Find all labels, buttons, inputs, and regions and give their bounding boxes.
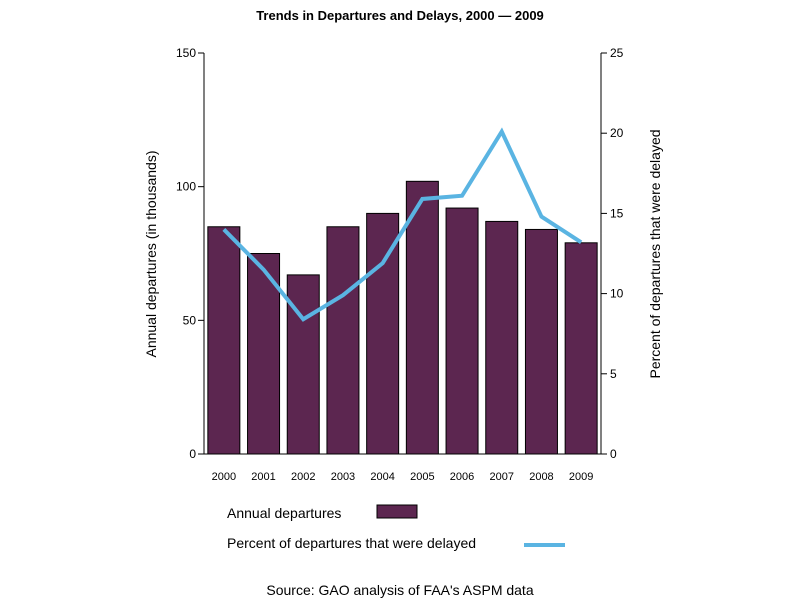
- x-tick-label: 2003: [331, 471, 355, 483]
- y2-tick-label: 25: [610, 46, 624, 60]
- legend-swatch-departures: [376, 504, 418, 519]
- x-tick-label: 2001: [251, 471, 275, 483]
- y-tick-label: 0: [189, 447, 196, 461]
- x-tick-label: 2002: [291, 471, 315, 483]
- y2-tick-label: 10: [610, 287, 624, 301]
- legend-label-departures: Annual departures: [227, 505, 341, 521]
- bar-2000: [207, 226, 241, 455]
- y-tick-label: 100: [176, 180, 196, 194]
- y2-tick-label: 5: [610, 367, 617, 381]
- bar-2003: [326, 226, 360, 455]
- legend-label-delayed: Percent of departures that were delayed: [227, 535, 476, 551]
- bar-2006: [445, 207, 479, 455]
- y2-tick-label: 0: [610, 447, 617, 461]
- bar-2005: [405, 180, 439, 455]
- y2-tick-label: 15: [610, 206, 624, 220]
- x-tick-label: 2009: [569, 471, 593, 483]
- y2-tick-label: 20: [610, 126, 624, 140]
- y-tick-label: 150: [176, 46, 196, 60]
- x-tick-label: 2005: [410, 471, 434, 483]
- x-tick-label: 2000: [212, 471, 236, 483]
- chart-title: Trends in Departures and Delays, 2000 — …: [256, 8, 544, 23]
- bar-2009: [564, 242, 598, 455]
- x-tick-label: 2008: [529, 471, 553, 483]
- x-tick-label: 2007: [490, 471, 514, 483]
- bar-2008: [524, 228, 558, 455]
- source-note: Source: GAO analysis of FAA's ASPM data: [266, 582, 533, 598]
- bar-2002: [286, 274, 320, 455]
- bar-2001: [247, 253, 281, 455]
- delay-line: [222, 127, 583, 322]
- bar-2004: [366, 212, 400, 455]
- bar-2007: [485, 220, 519, 455]
- y-axis-label: Annual departures (in thousands): [143, 150, 159, 357]
- x-tick-label: 2004: [370, 471, 394, 483]
- x-tick-label: 2006: [450, 471, 474, 483]
- y-tick-label: 50: [183, 313, 197, 327]
- y2-axis-label: Percent of departures that were delayed: [647, 129, 663, 378]
